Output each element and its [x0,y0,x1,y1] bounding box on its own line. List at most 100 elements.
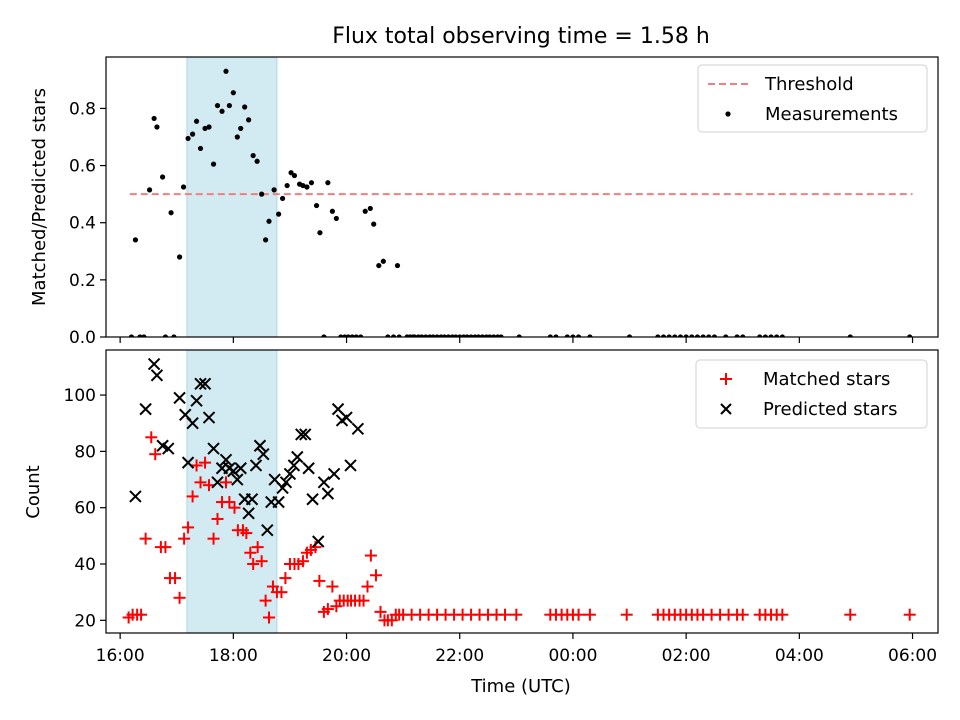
matched-point [510,608,523,621]
matched-point [135,608,148,621]
matched-point [321,603,334,616]
predicted-point [227,464,240,478]
predicted-point [291,450,304,464]
matched-point [223,496,236,509]
measurement-point [434,334,440,337]
ratio-x-ticks [119,337,914,343]
figure-title: Flux total observing time = 1.58 h [332,24,710,49]
measurement-point [171,334,177,337]
predicted-point [207,442,220,455]
measurement-point [396,334,402,337]
measurement-point [271,187,277,193]
measurement-point [626,334,633,337]
matched-point [263,611,276,624]
matched-point [199,456,212,469]
measurement-point [288,170,294,176]
ratio-y-tick-label: 0.6 [69,157,96,177]
measurement-point [453,334,459,337]
measurement-point [284,182,290,189]
measurement-point [349,334,355,337]
matched-point [776,608,789,621]
matched-point [361,580,374,593]
matched-point [620,608,633,621]
count-x-tick-label: 06:00 [888,646,937,666]
predicted-point [181,456,195,469]
measurement-point [587,334,593,337]
count-x-tick-label: 04:00 [775,646,824,666]
threshold-legend-label: Threshold [764,74,854,95]
count-legend-box [695,359,928,429]
measurement-point [246,117,252,123]
matched-point [159,541,172,554]
count-x-axis-label: Time (UTC) [470,676,571,697]
measurement-point [711,334,718,337]
predicted-point [317,476,331,489]
measurement-point [345,334,351,337]
measurement-point [254,158,260,164]
count-axes-frame [105,349,939,634]
predicted-point [287,459,301,472]
measurement-point [740,334,746,337]
predicted-point [272,495,285,509]
predicted-point [249,459,263,472]
ratio-observing-window-span [186,57,278,337]
predicted-point [276,481,289,495]
predicted-point [279,476,293,489]
matched-point [207,532,220,545]
measurement-point [564,334,570,337]
matched-point [145,431,158,444]
measurement-point [151,115,157,122]
measurement-point [768,334,774,337]
measurements-legend-swatch [725,111,731,117]
measurement-point [226,102,232,109]
matched-legend-swatch [720,373,732,385]
ratio-y-tick-label: 0.4 [69,214,96,234]
measurement-point [132,237,139,243]
measurement-point [380,258,386,264]
count-marks [122,350,916,633]
predicted-point [283,467,297,481]
matched-point [247,558,260,571]
predicted-point [242,507,255,520]
matched-point [228,501,241,514]
ratio-panel: 0.00.20.40.60.8 Matched/Predicted stars … [29,56,939,348]
count-y-ticks: 20 40 60 80 100 [64,386,106,631]
measurement-point [321,334,327,337]
measurement-point [358,334,364,337]
measurement-point [847,334,853,337]
measurement-point [279,195,286,202]
measurement-point [762,334,768,337]
measurement-point [779,334,785,337]
matched-point [736,608,749,621]
count-x-tick-label: 20:00 [322,646,371,666]
predicted-point [186,417,199,430]
measurement-point [214,102,221,109]
measurement-point [206,124,212,130]
ratio-legend-box [697,64,928,133]
matched-point [244,546,257,559]
matched-point [255,555,268,568]
count-legend: Matched stars Predicted stars [695,359,928,429]
predicted-point [261,524,274,537]
ratio-y-tick-label: 0.8 [69,99,96,119]
measurement-point [570,334,576,337]
measurement-point [723,334,729,337]
predicted-point [327,467,341,481]
matched-point [499,608,512,621]
matched-point [186,490,199,503]
predicted-point [234,462,247,475]
measurement-point [313,202,320,209]
ratio-y-tick-label: 0.2 [69,271,96,291]
count-x-tick-label: 22:00 [435,646,484,666]
predicted-point [147,357,161,371]
measurement-point [362,208,368,214]
matched-point [357,594,370,607]
measurement-point [575,334,582,337]
predicted-point [198,377,212,390]
measurement-point [457,334,463,337]
matched-point [844,608,857,621]
measurement-point [371,221,377,227]
measurement-point [210,161,217,167]
count-x-tick-label: 18:00 [209,646,258,666]
measurement-point [441,334,448,337]
